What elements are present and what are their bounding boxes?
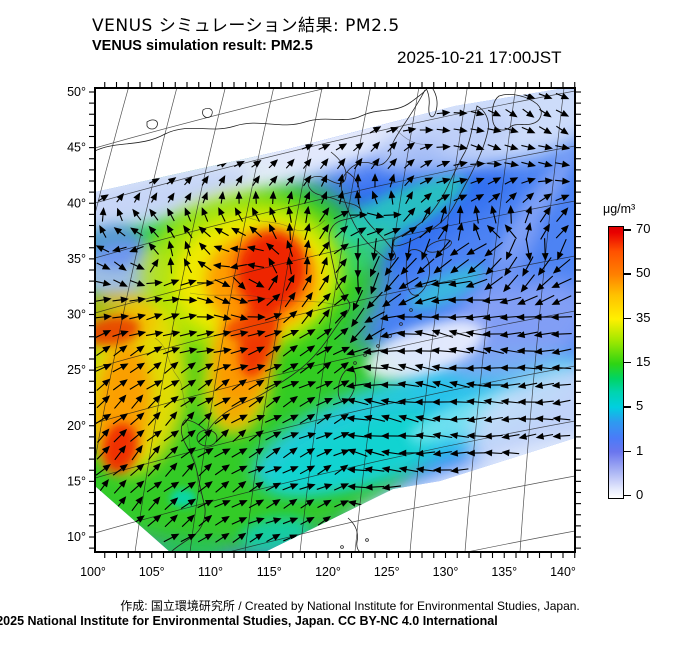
- lon-tick-label: 115°: [257, 565, 282, 579]
- lon-tick-label: 100°: [80, 565, 106, 579]
- lat-tick-label: 10°: [67, 530, 86, 544]
- coastlines: [95, 88, 542, 552]
- colorbar-tick: [624, 361, 631, 364]
- wind-arrows: [95, 92, 573, 543]
- lat-tick-label: 20°: [67, 419, 86, 433]
- credit-text: 作成: 国立環境研究所 / Created by National Instit…: [120, 599, 580, 613]
- lon-tick-label: 120°: [315, 565, 341, 579]
- colorbar-tick-label: 35: [636, 309, 651, 325]
- colorbar-tick: [624, 406, 631, 408]
- lat-tick-label: 30°: [67, 308, 86, 322]
- colorbar-tick-label: 5: [636, 398, 644, 414]
- colorbar: μg/m³ 70 50 35 15 5 1 0: [599, 198, 699, 510]
- lon-tick-label: 125°: [374, 565, 400, 579]
- colorbar-unit-label: μg/m³: [603, 202, 636, 216]
- copyright-text: ©2025 National Institute for Environment…: [0, 614, 498, 628]
- lat-tick-label: 35°: [67, 252, 86, 266]
- lon-tick-label: 110°: [198, 565, 223, 579]
- colorbar-tick: [624, 273, 631, 275]
- lon-tick-label: 130°: [433, 565, 459, 579]
- colorbar-tick-label: 70: [636, 221, 651, 237]
- lon-tick-label: 140°: [550, 565, 576, 579]
- colorbar-tick: [624, 450, 631, 452]
- axis-labels: 100° 105° 110° 115° 120° 125° 130° 135° 140° 50° 4…: [67, 85, 576, 579]
- lat-tick-label: 40°: [67, 196, 86, 210]
- lat-tick-label: 25°: [67, 363, 86, 377]
- page-title-japanese: VENUS シミュレーション結果: PM2.5: [92, 16, 400, 36]
- lat-tick-label: 45°: [67, 141, 86, 155]
- page-title-english: VENUS simulation result: PM2.5: [92, 38, 313, 54]
- colorbar-tick: [624, 317, 631, 320]
- colorbar-tick-label: 50: [636, 265, 651, 281]
- colorbar-tick-label: 15: [636, 354, 651, 370]
- timestamp-label: 2025-10-21 17:00JST: [397, 48, 562, 67]
- map-canvas: 100° 105° 110° 115° 120° 125° 130° 135° 140° 50° 4…: [67, 82, 581, 579]
- lat-tick-label: 15°: [67, 474, 86, 488]
- axis-ticks: [89, 82, 581, 558]
- lat-tick-label: 50°: [67, 85, 86, 99]
- graticule: [95, 88, 575, 552]
- colorbar-tick-label: 0: [636, 486, 644, 502]
- lon-tick-label: 135°: [491, 565, 517, 579]
- colorbar-gradient: [608, 226, 624, 499]
- colorbar-tick-label: 1: [636, 442, 644, 458]
- map-frame: [94, 87, 576, 553]
- lon-tick-label: 105°: [139, 565, 165, 579]
- colorbar-tick: [624, 494, 631, 497]
- colorbar-tick: [624, 229, 631, 231]
